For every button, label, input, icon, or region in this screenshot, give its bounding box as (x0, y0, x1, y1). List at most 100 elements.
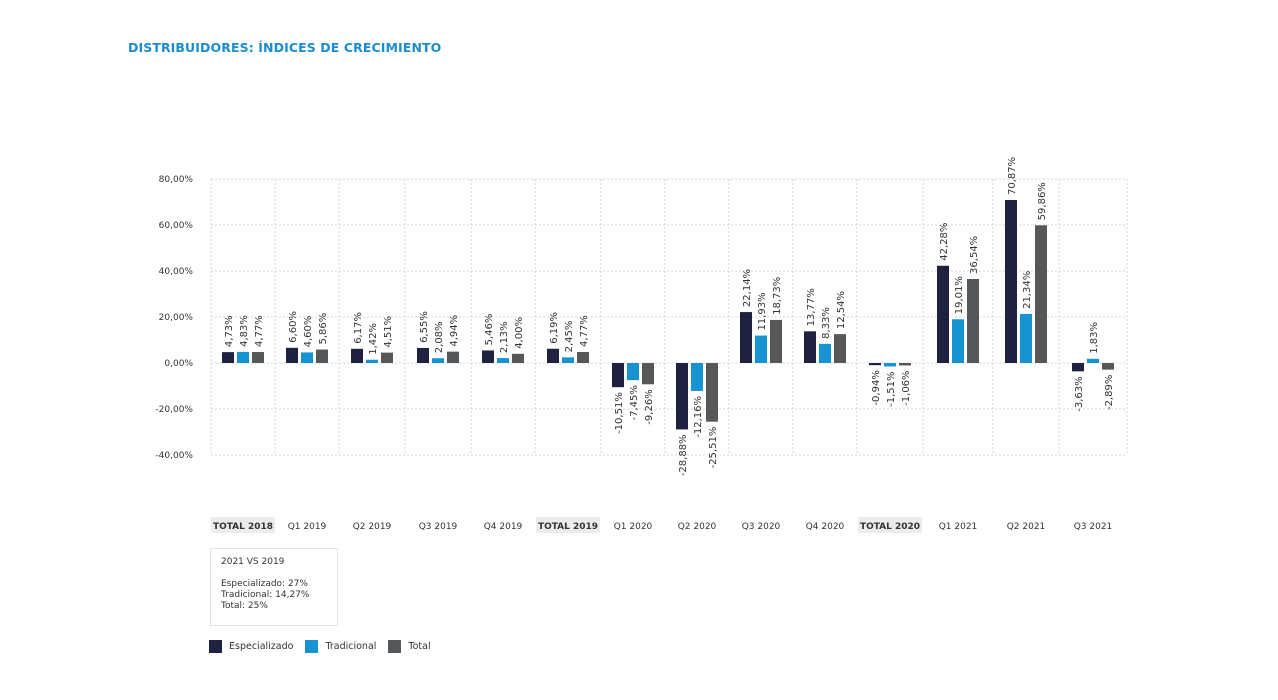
bar-especializado (482, 350, 494, 363)
data-label: -1,06% (901, 370, 912, 405)
bar-tradicional (755, 335, 767, 363)
x-tick-label: Q1 2019 (288, 522, 327, 532)
data-label: 2,13% (499, 321, 510, 353)
bar-chart: 80,00% 60,00% 40,00% 20,00% 0,00% -20,00% -40,… (155, 157, 1128, 533)
bar-tradicional (366, 359, 378, 363)
data-label: 2,08% (434, 321, 445, 353)
data-label: 4,00% (514, 317, 525, 349)
data-label: 5,46% (484, 314, 495, 346)
bar-especializado (351, 348, 363, 363)
bar-total (834, 334, 846, 363)
bar-total (577, 352, 589, 363)
data-label: 2,45% (564, 321, 575, 353)
bar-total (252, 352, 264, 363)
data-label: 8,33% (821, 307, 832, 339)
bar-especializado (804, 331, 816, 363)
legend-label-tradicional: Tradicional (325, 641, 377, 652)
bar-total (447, 351, 459, 363)
bar-total (706, 363, 718, 422)
x-tick-label: Q3 2020 (742, 522, 781, 532)
comparison-note-box: 2021 VS 2019 Especializado: 27% Tradicio… (210, 548, 338, 626)
x-tick-label: Q4 2019 (484, 522, 523, 532)
bar-especializado (1072, 363, 1084, 372)
bar-tradicional (1087, 358, 1099, 363)
y-tick-label: -40,00% (155, 451, 193, 461)
data-label: 6,60% (288, 311, 299, 343)
x-tick-label: Q3 2021 (1074, 522, 1113, 532)
legend-swatch-tradicional (305, 640, 319, 653)
data-label: 12,54% (836, 291, 847, 329)
bar-especializado (417, 347, 429, 363)
data-label: -9,26% (644, 389, 655, 424)
y-tick-label: 60,00% (159, 221, 194, 231)
bar-tradicional (562, 357, 574, 363)
data-label: 22,14% (742, 269, 753, 307)
legend-label-total: Total (408, 641, 431, 652)
data-label: 11,93% (757, 292, 768, 330)
bar-tradicional (301, 352, 313, 363)
y-tick-label: 80,00% (159, 175, 194, 185)
bar-especializado (869, 363, 881, 366)
bar-tradicional (627, 363, 639, 381)
data-label: 13,77% (806, 288, 817, 326)
x-tick-label: Q2 2020 (678, 522, 717, 532)
note-line-tradicional: Tradicional: 14,27% (221, 590, 310, 600)
bar-total (316, 349, 328, 363)
data-label: 1,42% (368, 323, 379, 355)
data-label: -28,88% (678, 434, 689, 476)
bar-especializado (547, 348, 559, 363)
bar-especializado (286, 347, 298, 363)
x-tick-label: Q1 2021 (939, 522, 978, 532)
legend-label-especializado: Especializado (229, 641, 294, 652)
x-tick-label: TOTAL 2019 (538, 522, 598, 532)
data-label: 4,73% (224, 315, 235, 347)
y-tick-label: 0,00% (164, 359, 193, 369)
data-label: -1,51% (886, 371, 897, 406)
data-label: 36,54% (969, 236, 980, 274)
bar-especializado (740, 312, 752, 363)
bar-tradicional (884, 363, 896, 367)
data-label: 42,28% (939, 223, 950, 261)
note-line-especializado: Especializado: 27% (221, 579, 308, 589)
data-label: 4,60% (303, 316, 314, 348)
legend-swatch-total (388, 640, 402, 653)
data-label: 4,83% (239, 315, 250, 347)
bar-tradicional (952, 319, 964, 363)
note-title: 2021 VS 2019 (221, 557, 285, 567)
category-highlight (858, 517, 922, 533)
bar-total (381, 352, 393, 363)
data-label: 19,01% (954, 276, 965, 314)
bar-especializado (937, 265, 949, 363)
x-tick-label: Q4 2020 (806, 522, 845, 532)
bar-especializado (612, 363, 624, 388)
bar-tradicional (237, 351, 249, 363)
legend-item-especializado: Especializado (209, 640, 293, 653)
data-label: 59,86% (1037, 182, 1048, 220)
data-label: 4,77% (254, 315, 265, 347)
data-label: 5,86% (318, 313, 329, 345)
data-label: -7,45% (629, 385, 640, 420)
data-label: -0,94% (871, 370, 882, 405)
x-tick-label: Q2 2019 (353, 522, 392, 532)
x-tick-label: TOTAL 2018 (213, 522, 273, 532)
page-title: DISTRIBUIDORES: ÍNDICES DE CRECIMIENTO (128, 40, 442, 55)
bar-tradicional (432, 358, 444, 363)
bar-total (1102, 363, 1114, 370)
y-tick-label: 20,00% (159, 313, 194, 323)
x-tick-label: TOTAL 2020 (860, 522, 920, 532)
data-label: 21,34% (1022, 271, 1033, 309)
bar-tradicional (1020, 313, 1032, 363)
chart-legend: Especializado Tradicional Total (209, 640, 443, 653)
data-label: 4,94% (449, 315, 460, 347)
data-label: -2,89% (1104, 375, 1115, 410)
bar-especializado (676, 363, 688, 430)
data-label: 6,19% (549, 312, 560, 344)
y-tick-label: -20,00% (155, 405, 193, 415)
bar-tradicional (691, 363, 703, 391)
data-label: 1,83% (1089, 322, 1100, 354)
bar-total (899, 363, 911, 366)
bar-especializado (222, 352, 234, 363)
data-label: 4,77% (579, 315, 590, 347)
data-label: -3,63% (1074, 376, 1085, 411)
data-label: 18,73% (772, 277, 783, 315)
